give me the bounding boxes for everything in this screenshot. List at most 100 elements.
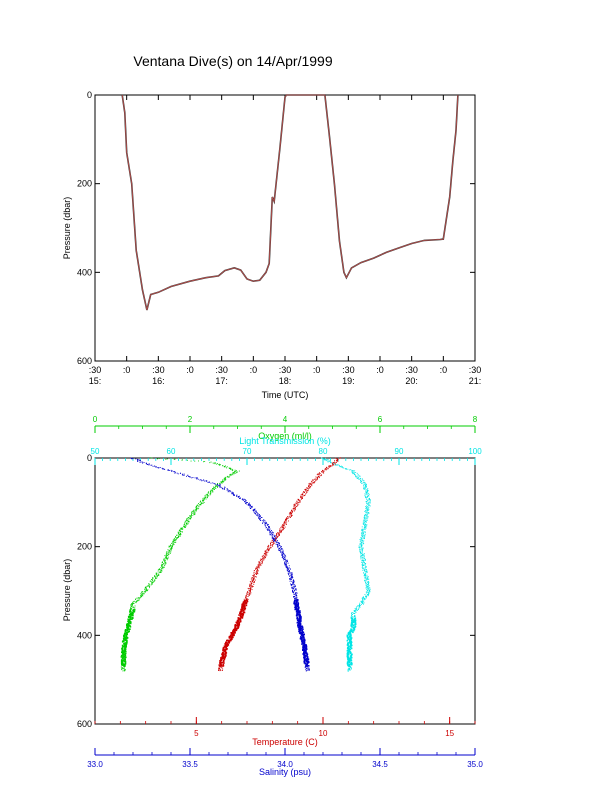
salinity-point bbox=[307, 665, 310, 667]
temperature-axis-label: Temperature (C) bbox=[252, 737, 318, 747]
oxygen-point bbox=[124, 654, 126, 657]
light-point bbox=[368, 586, 370, 588]
light-point bbox=[363, 555, 365, 557]
oxygen-point bbox=[147, 590, 148, 591]
light-point bbox=[353, 627, 355, 629]
temperature-point bbox=[299, 500, 301, 502]
light-point bbox=[349, 645, 351, 648]
temperature-point bbox=[262, 558, 263, 560]
oxygen-point bbox=[224, 477, 226, 479]
temperature-point bbox=[240, 613, 242, 616]
light-point bbox=[369, 590, 371, 592]
light-point bbox=[367, 503, 368, 505]
salinity-point bbox=[304, 639, 306, 642]
temperature-point bbox=[268, 548, 270, 549]
oxygen-point bbox=[188, 521, 190, 523]
temperature-point bbox=[322, 470, 324, 472]
light-point bbox=[369, 505, 371, 507]
light-point bbox=[351, 471, 353, 473]
salinity-point bbox=[280, 552, 282, 553]
salinity-point bbox=[268, 526, 270, 527]
temperature-point bbox=[277, 532, 278, 534]
salinity-point bbox=[293, 586, 295, 588]
temperature-point bbox=[224, 651, 227, 653]
salinity-point bbox=[291, 579, 292, 581]
oxygen-point bbox=[173, 538, 175, 540]
temperature-point bbox=[294, 503, 296, 505]
oxygen-point bbox=[196, 504, 198, 506]
light-point bbox=[364, 510, 366, 512]
temperature-point bbox=[235, 628, 238, 630]
light-point bbox=[365, 484, 366, 486]
oxygen-point bbox=[140, 595, 141, 597]
light-point bbox=[364, 580, 366, 582]
salinity-point bbox=[277, 542, 279, 544]
oxygen-point bbox=[165, 561, 167, 563]
temperature-point bbox=[311, 484, 313, 486]
light-point bbox=[356, 478, 358, 479]
oxygen-point bbox=[171, 545, 172, 547]
salinity-point bbox=[302, 636, 304, 638]
light-point bbox=[354, 620, 357, 623]
salinity-point bbox=[293, 580, 295, 582]
oxygen-point bbox=[222, 480, 223, 482]
temperature-point bbox=[247, 593, 249, 595]
temperature-point bbox=[264, 556, 265, 557]
light-point bbox=[364, 565, 366, 567]
salinity-point bbox=[170, 469, 172, 471]
temperature-point bbox=[259, 565, 261, 567]
temperature-point bbox=[252, 586, 254, 587]
oxygen-point bbox=[142, 592, 144, 594]
light-point bbox=[362, 533, 364, 535]
light-point bbox=[351, 653, 353, 656]
salinity-point bbox=[264, 523, 266, 525]
oxygen-point bbox=[138, 597, 140, 598]
temperature-point bbox=[239, 614, 242, 617]
light-point bbox=[362, 565, 363, 567]
light-point bbox=[347, 643, 349, 645]
temperature-point bbox=[257, 568, 259, 570]
light-point bbox=[347, 669, 349, 670]
oxygen-point bbox=[189, 515, 190, 517]
temperature-point bbox=[237, 621, 240, 623]
temperature-point bbox=[243, 606, 246, 609]
salinity-point bbox=[294, 590, 295, 592]
oxygen-point bbox=[128, 625, 131, 627]
temperature-point bbox=[251, 578, 253, 580]
salinity-point bbox=[256, 511, 257, 513]
oxygen-point bbox=[123, 640, 125, 642]
oxygen-point bbox=[129, 616, 132, 619]
light-point bbox=[352, 631, 354, 634]
oxygen-point bbox=[165, 557, 167, 559]
light-point bbox=[365, 484, 367, 486]
salinity-point bbox=[227, 489, 228, 491]
oxygen-point bbox=[219, 483, 221, 485]
oxygen-point bbox=[138, 598, 140, 600]
light-point bbox=[353, 628, 356, 630]
oxygen-point bbox=[238, 470, 240, 472]
oxygen-point bbox=[169, 553, 171, 554]
temperature-point bbox=[278, 533, 280, 535]
light-point bbox=[351, 614, 353, 615]
salinity-point bbox=[219, 485, 221, 487]
oxygen-point bbox=[166, 556, 167, 558]
oxygen-point bbox=[161, 569, 163, 571]
temperature-point bbox=[257, 569, 258, 571]
salinity-point bbox=[304, 648, 306, 650]
light-point bbox=[363, 528, 365, 530]
oxygen-point bbox=[168, 549, 170, 551]
light-point bbox=[366, 509, 368, 511]
salinity-point bbox=[294, 608, 296, 611]
temperature-point bbox=[230, 632, 232, 634]
salinity-point bbox=[290, 578, 292, 580]
salinity-point bbox=[303, 658, 306, 660]
light-point bbox=[368, 585, 370, 586]
light-point bbox=[339, 466, 341, 468]
oxygen-point bbox=[221, 482, 223, 484]
salinity-point bbox=[302, 642, 304, 644]
salinity-point bbox=[280, 548, 282, 550]
salinity-point bbox=[218, 485, 220, 487]
light-point bbox=[352, 473, 354, 475]
temperature-point bbox=[245, 599, 247, 602]
oxygen-point bbox=[231, 469, 233, 471]
